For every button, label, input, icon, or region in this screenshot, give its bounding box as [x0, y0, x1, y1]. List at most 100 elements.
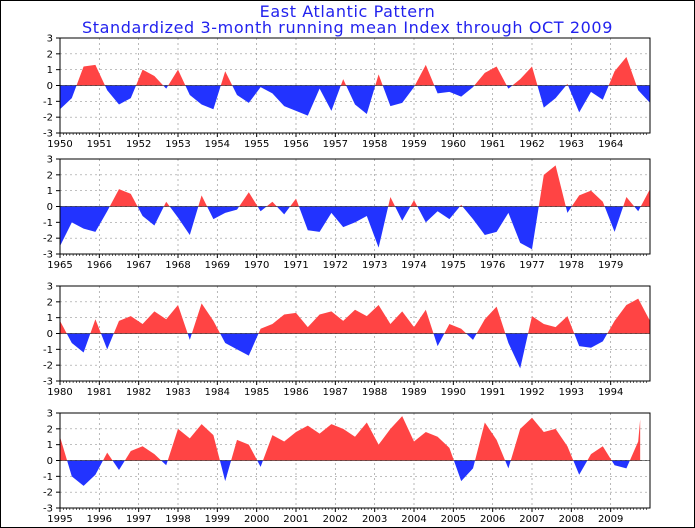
- x-tick-label: 2002: [323, 514, 348, 525]
- y-tick-label: 1: [47, 65, 53, 76]
- y-tick-label: 2: [47, 49, 53, 60]
- x-tick-label: 2003: [362, 514, 387, 525]
- x-tick-label: 1993: [559, 387, 584, 398]
- positive-area: [60, 416, 641, 461]
- x-tick-label: 1998: [165, 514, 190, 525]
- x-tick-label: 1965: [47, 260, 72, 271]
- y-tick-label: 0: [47, 81, 53, 92]
- x-tick-label: 1988: [362, 387, 387, 398]
- x-tick-label: 1955: [244, 139, 269, 150]
- negative-area: [60, 85, 650, 116]
- x-tick-label: 1970: [244, 260, 269, 271]
- x-tick-label: 1973: [362, 260, 387, 271]
- x-tick-label: 1983: [165, 387, 190, 398]
- x-tick-label: 1959: [401, 139, 426, 150]
- y-tick-label: 0: [47, 202, 53, 213]
- x-tick-label: 1957: [323, 139, 348, 150]
- positive-area: [60, 298, 650, 334]
- y-tick-label: -2: [43, 234, 53, 245]
- y-tick-label: -1: [43, 345, 53, 356]
- y-tick-label: 2: [47, 424, 53, 435]
- negative-area: [66, 333, 608, 369]
- x-tick-label: 1960: [441, 139, 466, 150]
- x-tick-label: 1958: [362, 139, 387, 150]
- y-tick-label: 0: [47, 329, 53, 340]
- x-tick-label: 1974: [401, 260, 426, 271]
- x-tick-label: 1977: [519, 260, 544, 271]
- y-tick-label: -3: [43, 504, 53, 515]
- x-tick-label: 1978: [559, 260, 584, 271]
- y-tick-label: 0: [47, 456, 53, 467]
- x-tick-label: 1966: [87, 260, 112, 271]
- x-tick-label: 1967: [126, 260, 151, 271]
- x-tick-label: 2006: [480, 514, 505, 525]
- y-tick-label: -1: [43, 97, 53, 108]
- x-tick-label: 1962: [519, 139, 544, 150]
- x-tick-label: 1999: [205, 514, 230, 525]
- y-tick-label: -2: [43, 488, 53, 499]
- positive-area: [109, 165, 651, 207]
- y-tick-label: -2: [43, 113, 53, 124]
- x-tick-label: 1990: [441, 387, 466, 398]
- x-tick-label: 1951: [87, 139, 112, 150]
- y-tick-label: 3: [47, 282, 53, 293]
- x-tick-label: 1953: [165, 139, 190, 150]
- x-tick-label: 1994: [598, 387, 623, 398]
- x-tick-label: 1992: [519, 387, 544, 398]
- y-tick-label: 3: [47, 34, 53, 45]
- x-tick-label: 1987: [323, 387, 348, 398]
- x-tick-label: 1985: [244, 387, 269, 398]
- x-tick-label: 1975: [441, 260, 466, 271]
- y-tick-label: 1: [47, 313, 53, 324]
- x-tick-label: 1991: [480, 387, 505, 398]
- x-tick-label: 2001: [283, 514, 308, 525]
- x-tick-label: 1976: [480, 260, 505, 271]
- x-tick-label: 1961: [480, 139, 505, 150]
- x-tick-label: 1984: [205, 387, 230, 398]
- x-tick-label: 1950: [47, 139, 72, 150]
- x-tick-label: 1981: [87, 387, 112, 398]
- y-tick-label: 3: [47, 409, 53, 420]
- x-tick-label: 1980: [47, 387, 72, 398]
- x-tick-label: 2004: [401, 514, 426, 525]
- y-tick-label: 1: [47, 186, 53, 197]
- y-tick-label: -2: [43, 361, 53, 372]
- negative-area: [67, 460, 630, 486]
- x-tick-label: 1995: [47, 514, 72, 525]
- x-tick-label: 1972: [323, 260, 348, 271]
- chart-title: East Atlantic Pattern: [259, 2, 436, 21]
- negative-area: [60, 206, 641, 250]
- x-tick-label: 1996: [87, 514, 112, 525]
- x-tick-label: 1956: [283, 139, 308, 150]
- y-tick-label: -3: [43, 129, 53, 140]
- x-tick-label: 1954: [205, 139, 230, 150]
- y-tick-label: 3: [47, 155, 53, 166]
- x-tick-label: 1964: [598, 139, 623, 150]
- x-tick-label: 1968: [165, 260, 190, 271]
- x-tick-label: 1989: [401, 387, 426, 398]
- x-tick-label: 1997: [126, 514, 151, 525]
- x-tick-label: 2009: [598, 514, 623, 525]
- y-tick-label: 2: [47, 297, 53, 308]
- x-tick-label: 1963: [559, 139, 584, 150]
- chart-subtitle: Standardized 3-month running mean Index …: [81, 18, 613, 37]
- x-tick-label: 1952: [126, 139, 151, 150]
- y-tick-label: 2: [47, 170, 53, 181]
- y-tick-label: -1: [43, 218, 53, 229]
- x-tick-label: 2000: [244, 514, 269, 525]
- y-tick-label: -3: [43, 250, 53, 261]
- x-tick-label: 1971: [283, 260, 308, 271]
- x-tick-label: 2005: [441, 514, 466, 525]
- x-tick-label: 2007: [519, 514, 544, 525]
- y-tick-label: -3: [43, 377, 53, 388]
- x-tick-label: 1969: [205, 260, 230, 271]
- y-tick-label: -1: [43, 472, 53, 483]
- y-tick-label: 1: [47, 440, 53, 451]
- x-tick-label: 1982: [126, 387, 151, 398]
- x-tick-label: 2008: [559, 514, 584, 525]
